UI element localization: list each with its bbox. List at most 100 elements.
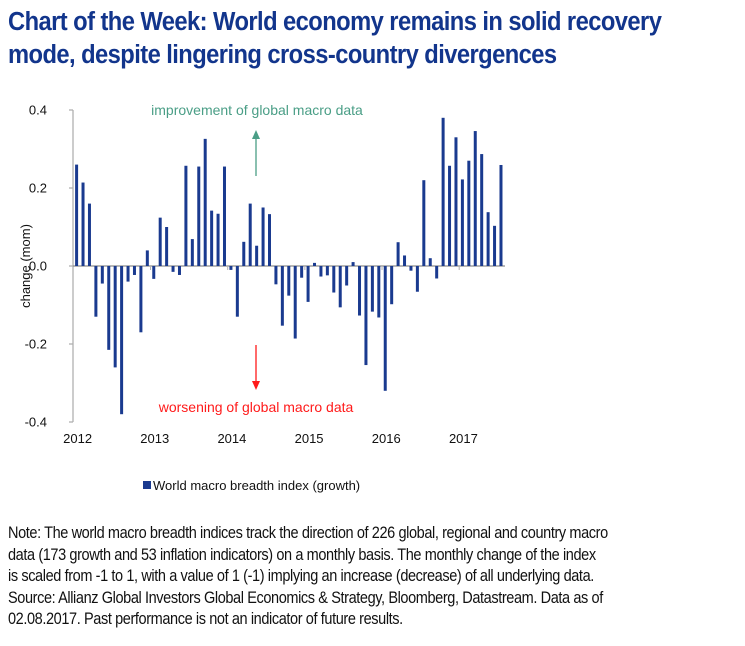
bars <box>75 117 503 415</box>
up-arrow-icon <box>252 130 260 176</box>
bar <box>255 245 259 266</box>
bar <box>383 266 387 391</box>
bar <box>493 225 497 266</box>
y-axis-label: change (mom) <box>18 224 33 308</box>
bar <box>274 266 278 285</box>
bar <box>145 250 149 266</box>
bar <box>210 210 214 266</box>
x-tick-label: 2017 <box>449 431 478 446</box>
y-tick-label: 0.0 <box>29 259 47 274</box>
bar <box>409 266 413 271</box>
bar <box>422 180 426 266</box>
y-tick-label: -0.4 <box>25 415 47 430</box>
bar <box>75 164 79 266</box>
y-tick-label: 0.2 <box>29 181 47 196</box>
y-tick-label: 0.4 <box>29 103 47 118</box>
page-title: Chart of the Week: World economy remains… <box>8 6 687 72</box>
bar <box>460 179 464 266</box>
bar <box>287 266 291 296</box>
bar <box>81 182 85 266</box>
bar <box>358 266 362 316</box>
bar <box>100 266 104 284</box>
x-tick-label: 2014 <box>217 431 246 446</box>
bar <box>332 266 336 293</box>
bar-chart: 0.40.20.0-0.2-0.4 change (mom) 2012 2013 2… <box>18 102 505 493</box>
bar <box>87 203 91 266</box>
note-line: Note: The world macro breadth indices tr… <box>8 524 608 542</box>
bar <box>306 266 310 302</box>
bar <box>370 266 374 312</box>
note-line: is scaled from -1 to 1, with a value of … <box>8 567 594 586</box>
bar <box>171 266 175 272</box>
bar <box>235 266 239 317</box>
bar <box>268 214 271 266</box>
bar <box>435 266 439 279</box>
bar <box>126 266 130 282</box>
bar <box>486 212 490 266</box>
bar <box>403 255 407 266</box>
bar <box>158 217 162 266</box>
bar <box>396 242 400 266</box>
note-line: Source: Allianz Global Investors Global … <box>8 588 603 607</box>
bar <box>197 166 201 266</box>
bar <box>467 160 471 266</box>
legend-swatch <box>143 481 151 489</box>
bar <box>242 241 246 266</box>
bar <box>364 266 368 366</box>
bar <box>377 266 381 318</box>
bar <box>454 137 458 266</box>
bar <box>190 239 194 266</box>
x-tick-label: 2015 <box>295 431 324 446</box>
bar <box>390 266 394 305</box>
bar <box>113 266 117 368</box>
y-tick-label: -0.2 <box>25 337 47 352</box>
bar <box>120 266 124 415</box>
bar <box>499 164 503 266</box>
x-tick-label: 2012 <box>63 431 92 446</box>
bar <box>177 266 181 275</box>
bar <box>222 166 226 266</box>
footnote: Note: The world macro breadth indices tr… <box>8 523 677 631</box>
bar <box>415 266 419 292</box>
worsening-annotation: worsening of global macro data <box>158 399 354 415</box>
bar <box>448 165 452 266</box>
bar <box>293 266 297 339</box>
down-arrow-icon <box>252 345 260 390</box>
title-line-1: Chart of the Week: World economy remains… <box>8 8 662 36</box>
bar <box>229 266 233 270</box>
bar <box>319 266 323 277</box>
bar <box>184 165 188 266</box>
x-tick-label: 2016 <box>372 431 401 446</box>
note-line: data (173 growth and 53 inflation indica… <box>8 545 596 564</box>
x-tick-labels: 2012 2013 2014 2015 2016 2017 <box>63 431 478 446</box>
bar <box>480 154 484 266</box>
bar <box>313 262 317 266</box>
bar <box>132 266 136 275</box>
bar <box>248 203 252 266</box>
bar <box>441 117 445 266</box>
bar <box>280 266 284 326</box>
bar <box>94 266 98 317</box>
bar <box>351 262 355 266</box>
y-tick-labels: 0.4 0.2 0.0 -0.2 -0.4 <box>25 103 47 430</box>
bar <box>165 227 169 266</box>
bar <box>345 266 349 286</box>
bar <box>300 266 304 278</box>
improvement-annotation: improvement of global macro data <box>151 102 363 118</box>
x-tick-label: 2013 <box>140 431 169 446</box>
bar <box>216 213 220 266</box>
bar <box>107 266 111 350</box>
title-line-2: mode, despite lingering cross-country di… <box>8 41 557 69</box>
bar <box>325 266 329 276</box>
legend-label: World macro breadth index (growth) <box>153 478 360 493</box>
bar <box>152 266 156 279</box>
bar <box>473 131 477 266</box>
bar <box>261 207 265 266</box>
bar <box>428 258 432 266</box>
bar <box>203 138 207 266</box>
y-axis <box>69 109 74 423</box>
bar <box>139 266 143 333</box>
legend: World macro breadth index (growth) <box>143 478 360 493</box>
note-line: 02.08.2017. Past performance is not an i… <box>8 610 403 629</box>
bar <box>338 266 342 308</box>
